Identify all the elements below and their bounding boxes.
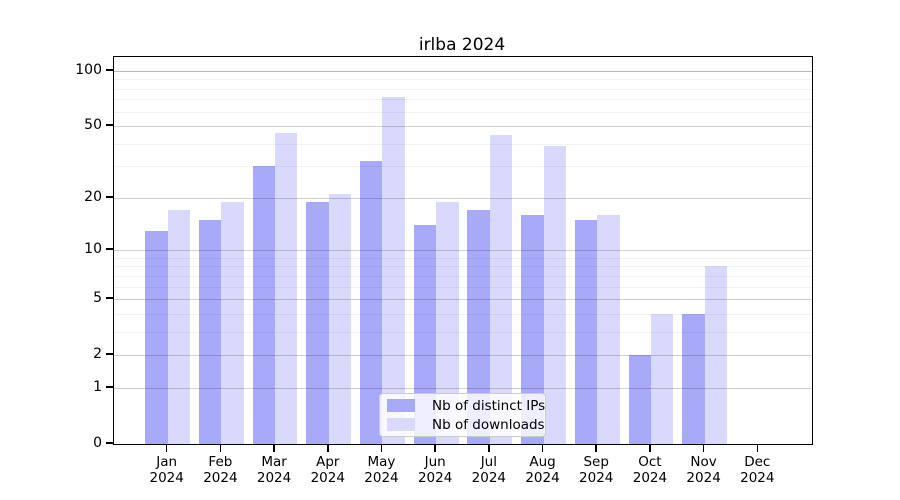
x-tick-mark xyxy=(380,444,383,452)
bar-downloads xyxy=(221,201,244,444)
y-tick-label: 10 xyxy=(84,241,102,258)
x-tick-mark xyxy=(541,444,544,452)
x-tick-label: Apr 2024 xyxy=(296,454,360,486)
x-tick-mark xyxy=(326,444,329,452)
x-tick-year: 2024 xyxy=(579,470,614,486)
x-tick-label: Jul 2024 xyxy=(457,454,521,486)
plot-area xyxy=(113,56,813,445)
bar-distinct-ips xyxy=(628,355,651,444)
x-tick-label: Oct 2024 xyxy=(618,454,682,486)
x-tick-month: Sep xyxy=(583,454,609,470)
x-tick-month: Dec xyxy=(744,454,771,470)
x-tick-label: Feb 2024 xyxy=(188,454,252,486)
x-tick-year: 2024 xyxy=(364,470,399,486)
x-tick-mark xyxy=(649,444,651,452)
x-tick-year: 2024 xyxy=(203,470,238,486)
x-tick-month: Jun xyxy=(424,454,446,470)
x-tick-mark xyxy=(488,444,490,452)
x-tick-month: May xyxy=(367,454,396,470)
bar-downloads xyxy=(597,215,620,444)
bar-downloads xyxy=(704,266,727,444)
bar-downloads xyxy=(167,210,191,444)
bar-downloads xyxy=(436,201,459,444)
y-tick-mark xyxy=(106,386,113,388)
y-tick-mark xyxy=(106,353,113,355)
x-tick-label: May 2024 xyxy=(349,454,413,486)
x-tick-label: Jun 2024 xyxy=(403,454,467,486)
x-tick-mark xyxy=(273,444,275,452)
y-tick-mark xyxy=(106,69,113,71)
bar-downloads xyxy=(650,313,674,444)
y-tick-label: 5 xyxy=(93,290,102,307)
x-tick-month: Jul xyxy=(480,454,497,470)
legend-entry: Nb of distinct IPs xyxy=(380,397,546,414)
x-tick-year: 2024 xyxy=(686,470,721,486)
x-tick-year: 2024 xyxy=(740,470,775,486)
x-tick-label: Mar 2024 xyxy=(242,454,306,486)
bar-distinct-ips xyxy=(682,313,705,444)
y-tick-mark xyxy=(106,124,113,127)
x-tick-label: Sep 2024 xyxy=(564,454,628,486)
x-tick-mark xyxy=(702,444,705,452)
x-tick-year: 2024 xyxy=(149,470,184,486)
bars-layer xyxy=(114,57,812,444)
legend-swatch xyxy=(387,399,415,412)
y-tick-label: 100 xyxy=(75,62,102,78)
bar-distinct-ips xyxy=(413,225,437,444)
bar-distinct-ips xyxy=(360,161,383,444)
x-tick-year: 2024 xyxy=(256,470,292,486)
x-tick-month: Oct xyxy=(638,454,662,470)
legend-swatch xyxy=(387,418,415,431)
x-tick-year: 2024 xyxy=(417,470,453,486)
y-tick-label: 1 xyxy=(93,378,102,395)
y-tick-label: 2 xyxy=(93,346,102,363)
x-tick-year: 2024 xyxy=(471,470,507,486)
bar-distinct-ips xyxy=(521,215,544,444)
x-tick-mark xyxy=(165,444,168,452)
bar-distinct-ips xyxy=(198,219,222,444)
x-tick-label: Dec 2024 xyxy=(725,454,789,486)
x-tick-month: Jan xyxy=(156,454,178,470)
legend-label: Nb of distinct IPs xyxy=(432,397,546,414)
chart-title: irlba 2024 xyxy=(418,35,506,55)
y-tick-mark xyxy=(106,442,113,444)
x-tick-year: 2024 xyxy=(310,470,345,486)
y-tick-label: 50 xyxy=(84,117,102,134)
bar-downloads xyxy=(382,97,405,444)
y-tick-label: 0 xyxy=(93,435,102,451)
x-tick-mark xyxy=(434,444,436,452)
x-tick-month: Feb xyxy=(208,454,233,470)
y-tick-mark xyxy=(106,196,113,198)
x-tick-month: Nov xyxy=(690,454,717,470)
x-tick-year: 2024 xyxy=(525,470,560,486)
x-tick-label: Nov 2024 xyxy=(672,454,736,486)
x-tick-mark xyxy=(595,444,598,452)
bar-downloads xyxy=(489,134,513,444)
y-tick-mark xyxy=(106,297,113,299)
legend: Nb of distinct IPs Nb of downloads xyxy=(379,393,546,437)
x-tick-mark xyxy=(219,444,222,452)
bar-distinct-ips xyxy=(467,210,490,444)
bar-distinct-ips xyxy=(252,166,276,444)
x-tick-month: Aug xyxy=(529,454,556,470)
legend-entry: Nb of downloads xyxy=(380,416,545,433)
bar-downloads xyxy=(543,145,566,444)
x-tick-label: Aug 2024 xyxy=(511,454,575,486)
y-tick-mark xyxy=(106,248,113,250)
y-tick-label: 20 xyxy=(84,188,102,205)
x-tick-month: Apr xyxy=(316,454,340,470)
x-tick-month: Mar xyxy=(261,454,287,470)
bar-distinct-ips xyxy=(145,230,168,444)
x-tick-year: 2024 xyxy=(632,470,668,486)
x-tick-label: Jan 2024 xyxy=(135,454,199,486)
legend-label: Nb of downloads xyxy=(432,416,545,433)
bar-distinct-ips xyxy=(574,219,598,444)
bar-distinct-ips xyxy=(306,201,329,444)
x-tick-mark xyxy=(756,444,759,452)
bar-downloads xyxy=(328,194,352,444)
bar-downloads xyxy=(275,132,298,444)
